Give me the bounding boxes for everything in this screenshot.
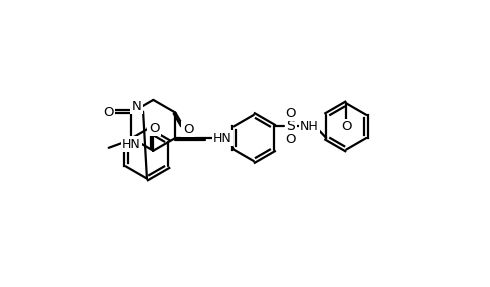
Text: O: O (103, 106, 114, 119)
Text: O: O (183, 123, 193, 136)
Text: NH: NH (300, 120, 318, 133)
Text: HN: HN (122, 138, 141, 151)
Text: HN: HN (213, 131, 232, 145)
Text: O: O (341, 120, 351, 133)
Text: O: O (286, 107, 296, 120)
Text: N: N (132, 100, 142, 113)
Text: O: O (149, 122, 159, 135)
Text: O: O (286, 133, 296, 146)
Text: S: S (287, 119, 295, 133)
